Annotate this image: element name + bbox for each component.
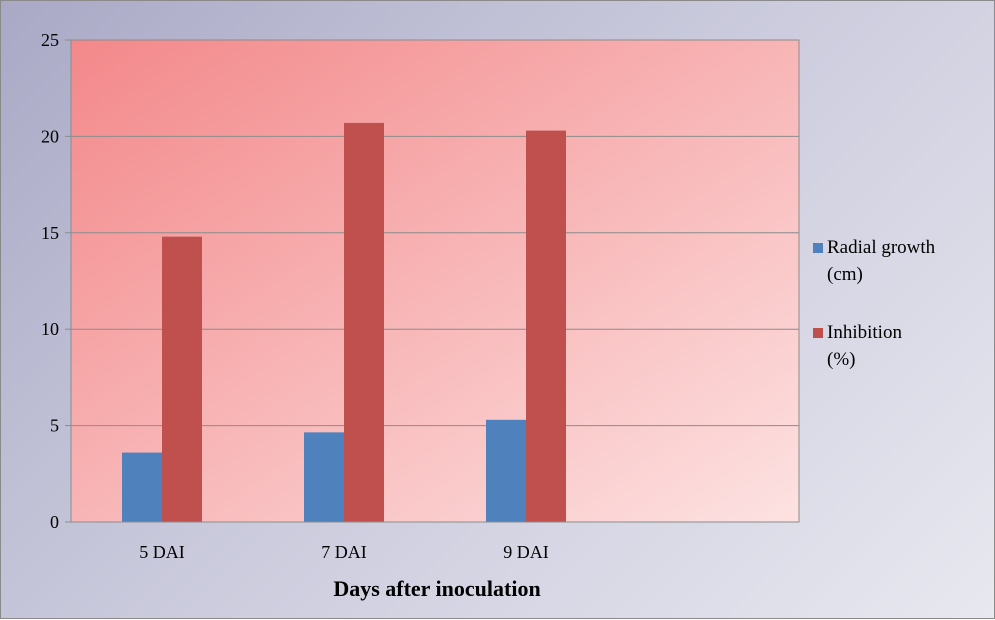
legend-label-line: (%) [827, 349, 855, 370]
legend-label-line: Radial growth [827, 237, 936, 258]
x-axis-title: Days after inoculation [333, 576, 540, 601]
y-tick-label: 10 [41, 319, 59, 339]
legend-label-line: (cm) [827, 264, 863, 285]
legend-label: Inhibition (%) [827, 322, 902, 370]
bar [304, 432, 344, 522]
bar [344, 122, 384, 523]
x-tick-label: 5 DAI [139, 542, 185, 562]
bars [122, 122, 566, 523]
legend-swatch [813, 243, 823, 253]
y-tick-label: 25 [41, 30, 59, 50]
y-tick-label: 20 [41, 126, 59, 146]
legend-label-line: Inhibition [827, 322, 902, 343]
y-tick-label: 5 [50, 416, 59, 436]
bar [486, 419, 526, 522]
bar [122, 452, 162, 522]
bar [526, 130, 566, 522]
y-tick-label: 15 [41, 223, 59, 243]
axes: 0 5 10 15 20 25 5 DAI 7 DAI 9 DAI [41, 30, 799, 562]
y-tick-label: 0 [50, 512, 59, 532]
bar [162, 236, 202, 522]
x-tick-label: 7 DAI [321, 542, 367, 562]
x-tick-label: 9 DAI [503, 542, 549, 562]
legend-label: Radial growth (cm) [827, 237, 936, 285]
legend: Radial growth (cm) Inhibition (%) [813, 237, 936, 370]
legend-swatch [813, 328, 823, 338]
